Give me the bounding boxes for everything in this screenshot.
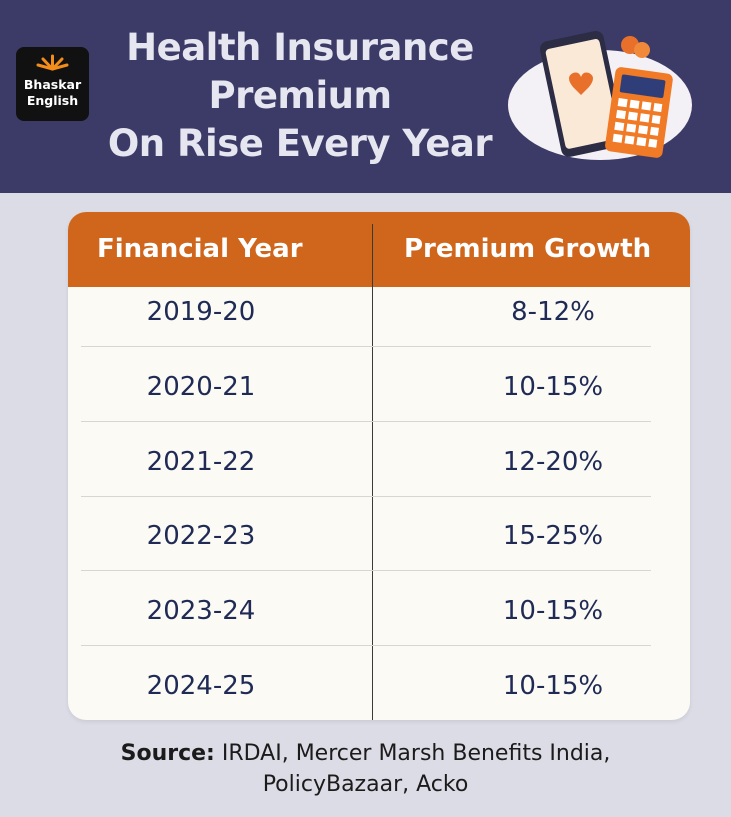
column-divider [372,224,373,720]
growth-cell: 15-25% [502,521,604,552]
growth-cell: 8-12% [511,297,595,327]
growth-cell: 12-20% [502,446,604,477]
year-cell: 2019-20 [146,297,256,327]
row-separator [81,645,651,647]
title: Premium [208,74,392,117]
table-header: Financial Year Premium Growth [68,212,690,287]
growth-cell: 10-15% [502,596,604,627]
source-text: PolicyBazaar, Acko [262,772,469,797]
logo-text: Bhaskar [23,77,82,92]
year-cell: 2022-23 [146,521,256,552]
illustration [508,30,692,160]
growth-cell: 10-15% [502,671,604,701]
row-separator [81,346,651,347]
title: On Rise Every Year [107,122,493,165]
table: Financial Year Premium Growth 2019-20 8-1… [68,212,690,720]
source-label: Source: [120,741,215,766]
source-text: IRDAI, Mercer Marsh Benefits India, [221,741,611,766]
logo: Bhaskar English [16,47,89,121]
row-separator [81,495,651,497]
year-cell: 2024-25 [146,671,256,701]
logo-text: English [26,93,79,108]
column-header: Premium Growth [404,234,652,264]
header: Bhaskar English Health Insurance Premium… [0,0,731,193]
title: Health Insurance [126,26,474,69]
row-separator [81,570,651,572]
year-cell: 2020-21 [146,371,256,402]
column-header: Financial Year [97,234,303,264]
growth-cell: 10-15% [502,371,604,402]
source: Source: IRDAI, Mercer Marsh Benefits Ind… [0,738,731,800]
year-cell: 2021-22 [146,446,256,477]
year-cell: 2023-24 [146,596,256,627]
row-separator [81,420,651,422]
logo-sun [36,54,69,71]
